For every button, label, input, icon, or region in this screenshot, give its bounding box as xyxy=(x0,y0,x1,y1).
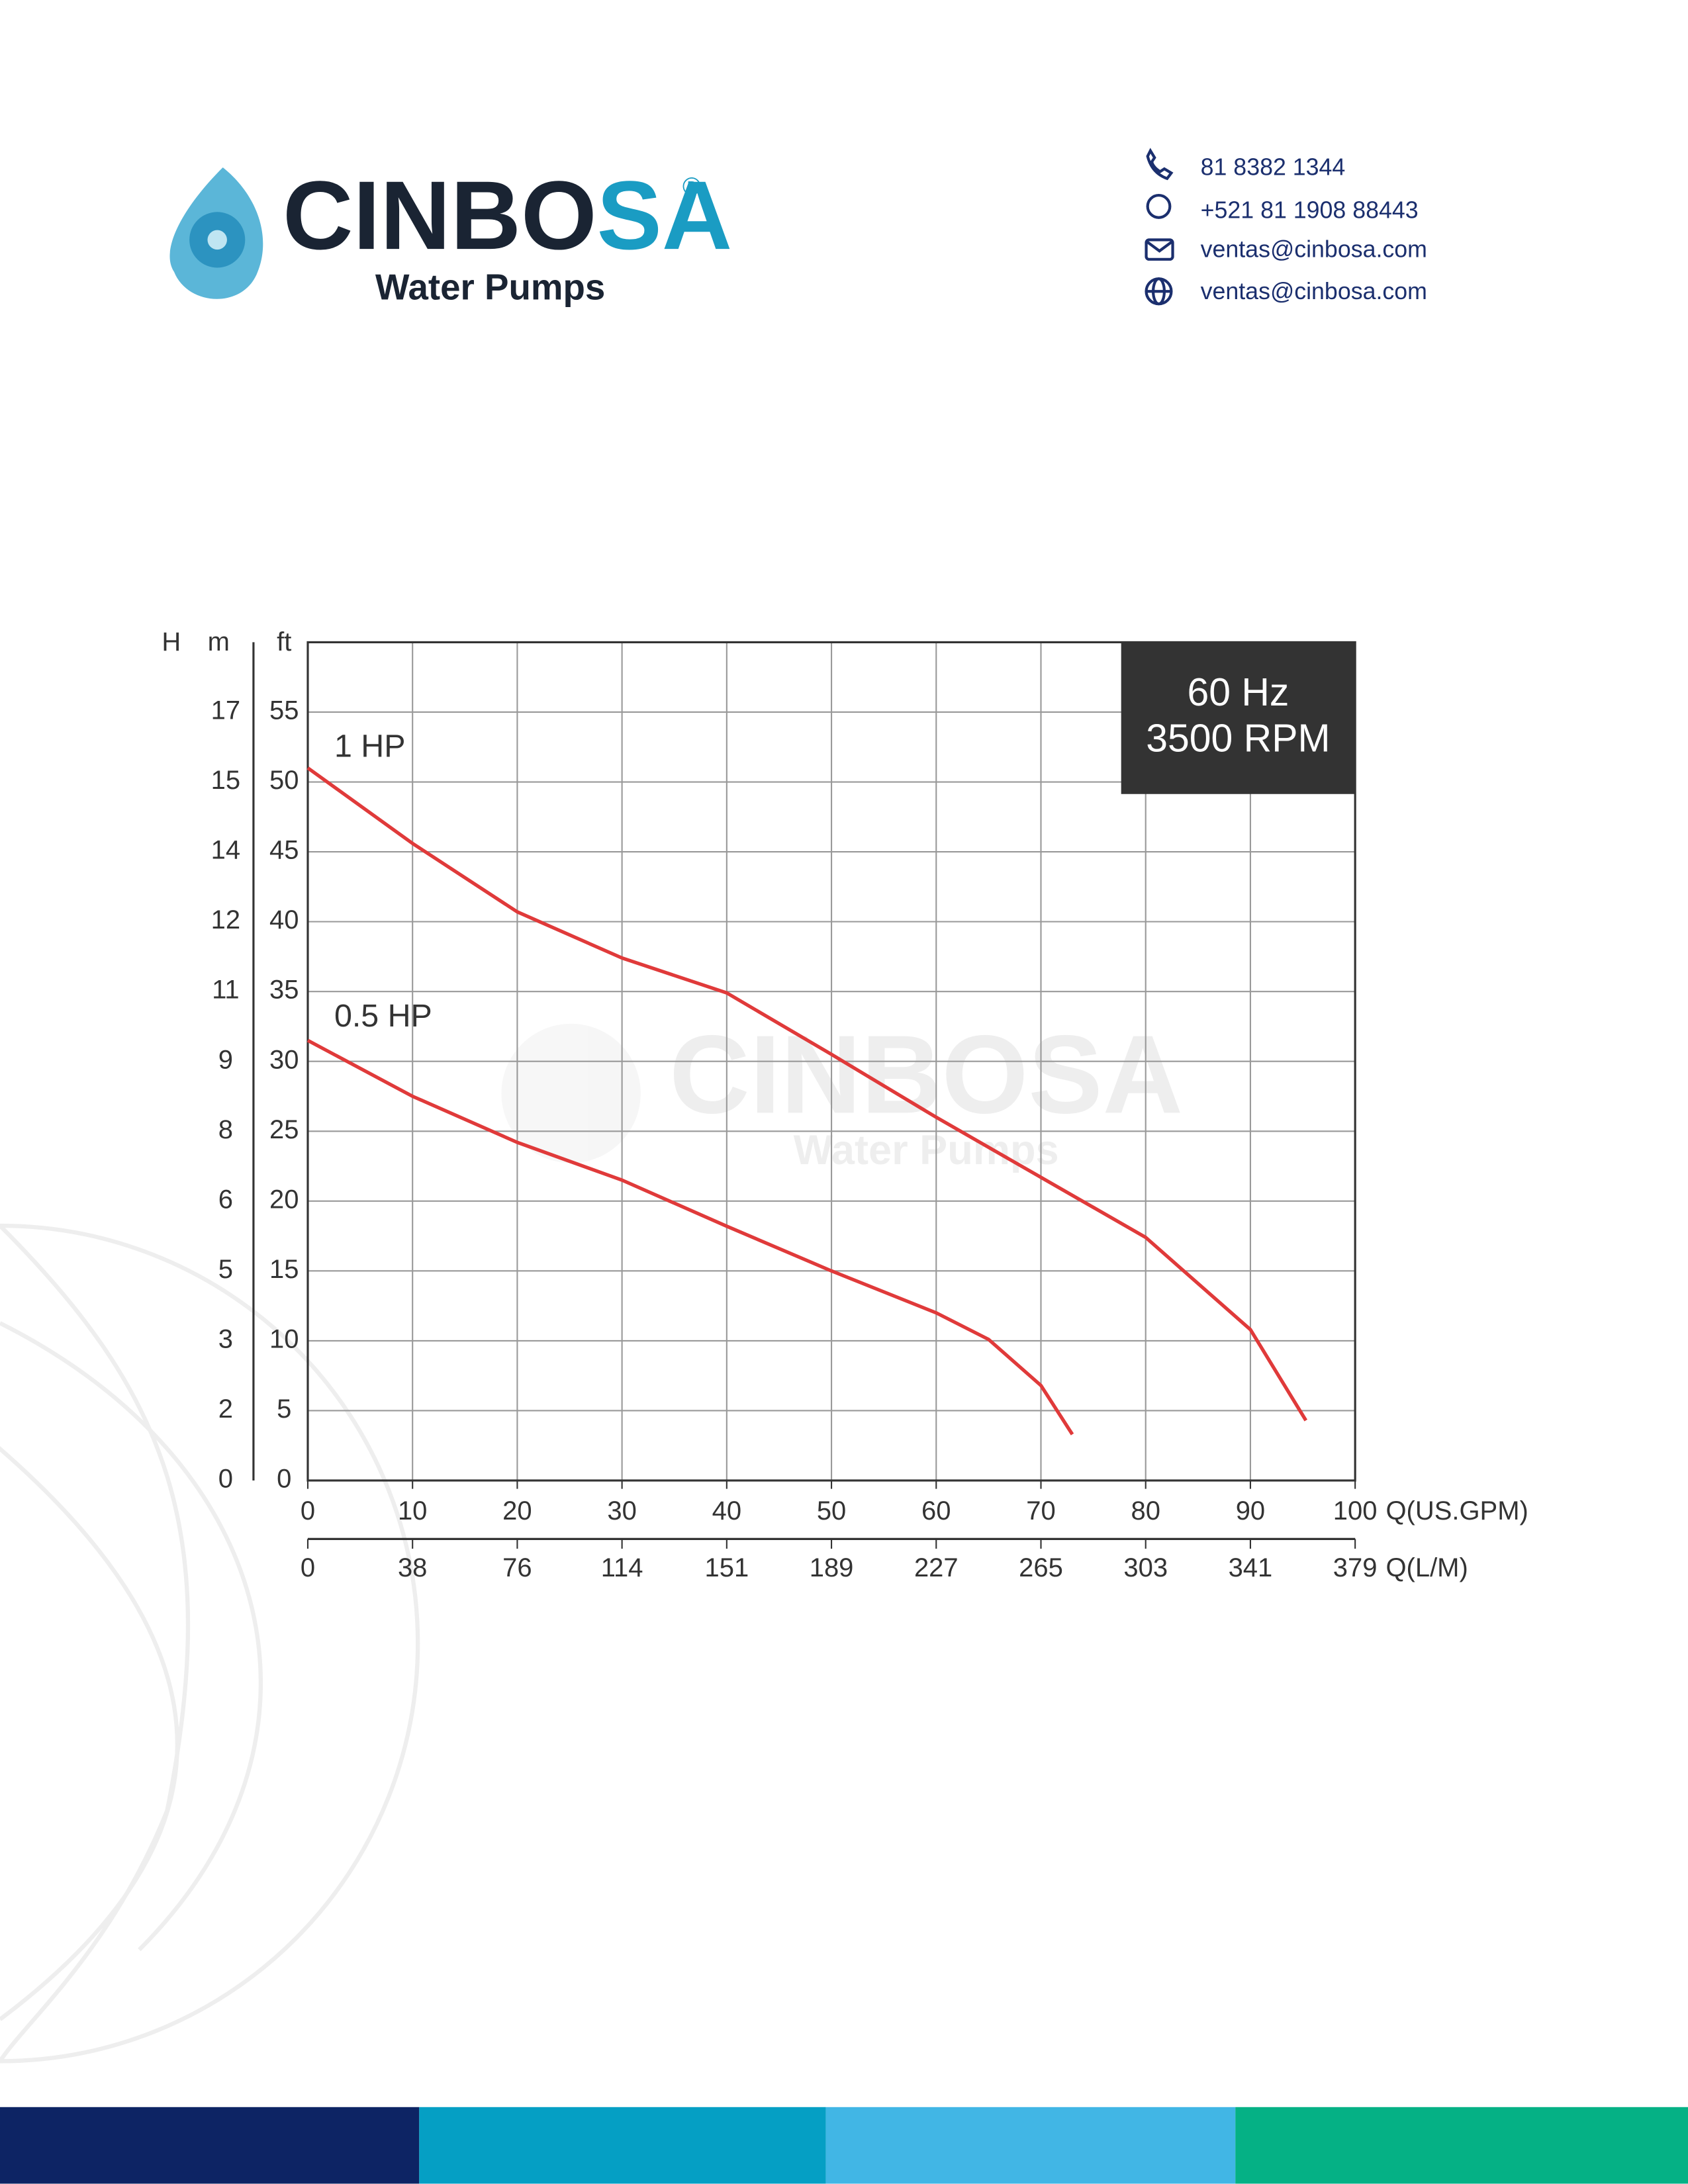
annotation-box xyxy=(1121,642,1356,794)
x2-tick-label: 303 xyxy=(1123,1553,1168,1582)
x-title: Q(US.GPM) xyxy=(1385,1496,1528,1525)
y-tick-label: 35 xyxy=(269,976,299,1005)
y-tick-label: 45 xyxy=(269,836,299,865)
x2-tick-label: 114 xyxy=(601,1553,643,1582)
x2-tick-label: 151 xyxy=(705,1553,749,1582)
x-tick-label: 10 xyxy=(398,1496,427,1525)
x-tick-label: 100 xyxy=(1333,1496,1378,1525)
axis-header: H xyxy=(162,627,181,657)
watermark-brand: CINBOSA xyxy=(669,1013,1183,1137)
brand: CINBOSA xyxy=(283,161,732,270)
y2-tick-label: 15 xyxy=(211,766,240,795)
y-tick-label: 30 xyxy=(269,1045,299,1074)
logo: CINBOSA ® Water Pumps xyxy=(169,161,732,308)
y2-tick-label: 5 xyxy=(218,1255,233,1284)
background-flower xyxy=(0,1224,420,2064)
contact-text: +521 81 1908 88443 xyxy=(1201,197,1419,224)
y-tick-label: 5 xyxy=(277,1394,291,1424)
y2-tick-label: 6 xyxy=(218,1185,233,1214)
y2-tick-label: 8 xyxy=(218,1115,233,1144)
y2-tick-label: 17 xyxy=(211,696,240,725)
x2-title: Q(L/M) xyxy=(1385,1553,1468,1582)
y-tick-label: 20 xyxy=(269,1185,299,1214)
footer-stripe xyxy=(0,2107,420,2184)
x-tick-label: 30 xyxy=(607,1496,636,1525)
curve-label: 1 HP xyxy=(334,729,406,764)
registered-mark: ® xyxy=(682,173,701,201)
x-tick-label: 40 xyxy=(712,1496,741,1525)
x2-tick-label: 76 xyxy=(502,1553,532,1582)
footer-stripe xyxy=(419,2107,826,2184)
x-tick-label: 90 xyxy=(1236,1496,1265,1525)
plot-frame xyxy=(306,641,1356,1482)
contact-text: ventas@cinbosa.com xyxy=(1201,236,1427,263)
x2-tick-label: 341 xyxy=(1229,1553,1273,1582)
y2-tick-label: 3 xyxy=(218,1324,233,1353)
annotation-text: 60 Hz xyxy=(1187,671,1289,714)
y-tick-label: 10 xyxy=(269,1324,299,1353)
x-tick-label: 70 xyxy=(1026,1496,1055,1525)
y2-tick-label: 12 xyxy=(211,905,240,934)
x2-tick-label: 265 xyxy=(1019,1553,1063,1582)
x-tick-label: 80 xyxy=(1131,1496,1160,1525)
y2-title: m xyxy=(208,627,230,657)
contact-text: ventas@cinbosa.com xyxy=(1201,278,1427,304)
curve-label: 0.5 HP xyxy=(334,998,432,1034)
y2-tick-label: 0 xyxy=(218,1465,233,1494)
x-tick-label: 20 xyxy=(502,1496,532,1525)
annotation-text: 3500 RPM xyxy=(1146,717,1330,760)
watermark-tagline: Water Pumps xyxy=(794,1127,1059,1173)
y-tick-label: 25 xyxy=(269,1115,299,1144)
watermark: CINBOSA Water Pumps xyxy=(501,1013,1183,1173)
y-tick-label: 50 xyxy=(269,766,299,795)
x2-tick-label: 227 xyxy=(914,1553,959,1582)
footer-stripe xyxy=(825,2107,1236,2184)
curve xyxy=(306,1038,1074,1435)
y-tick-label: 40 xyxy=(269,905,299,934)
x-tick-label: 50 xyxy=(817,1496,846,1525)
contact-icons xyxy=(1145,148,1174,306)
y2-tick-label: 9 xyxy=(218,1045,233,1074)
y-tick-label: 15 xyxy=(269,1255,299,1284)
x2-tick-label: 38 xyxy=(398,1553,427,1582)
y-tick-label: 0 xyxy=(277,1465,291,1494)
y2-tick-label: 14 xyxy=(211,836,240,865)
x-tick-label: 60 xyxy=(921,1496,951,1525)
y2-tick-label: 11 xyxy=(212,976,240,1005)
curve xyxy=(306,766,1308,1422)
tagline: Water Pumps xyxy=(375,267,605,308)
x2-tick-label: 379 xyxy=(1333,1553,1378,1582)
footer-stripe xyxy=(1235,2107,1688,2184)
y-title: ft xyxy=(277,627,291,657)
x2-tick-label: 189 xyxy=(810,1553,854,1582)
x-tick-label: 0 xyxy=(301,1496,315,1525)
x2-tick-label: 0 xyxy=(301,1553,315,1582)
contact-text: 81 8382 1344 xyxy=(1201,154,1346,181)
y2-tick-label: 2 xyxy=(218,1394,233,1424)
y-tick-label: 55 xyxy=(269,696,299,725)
